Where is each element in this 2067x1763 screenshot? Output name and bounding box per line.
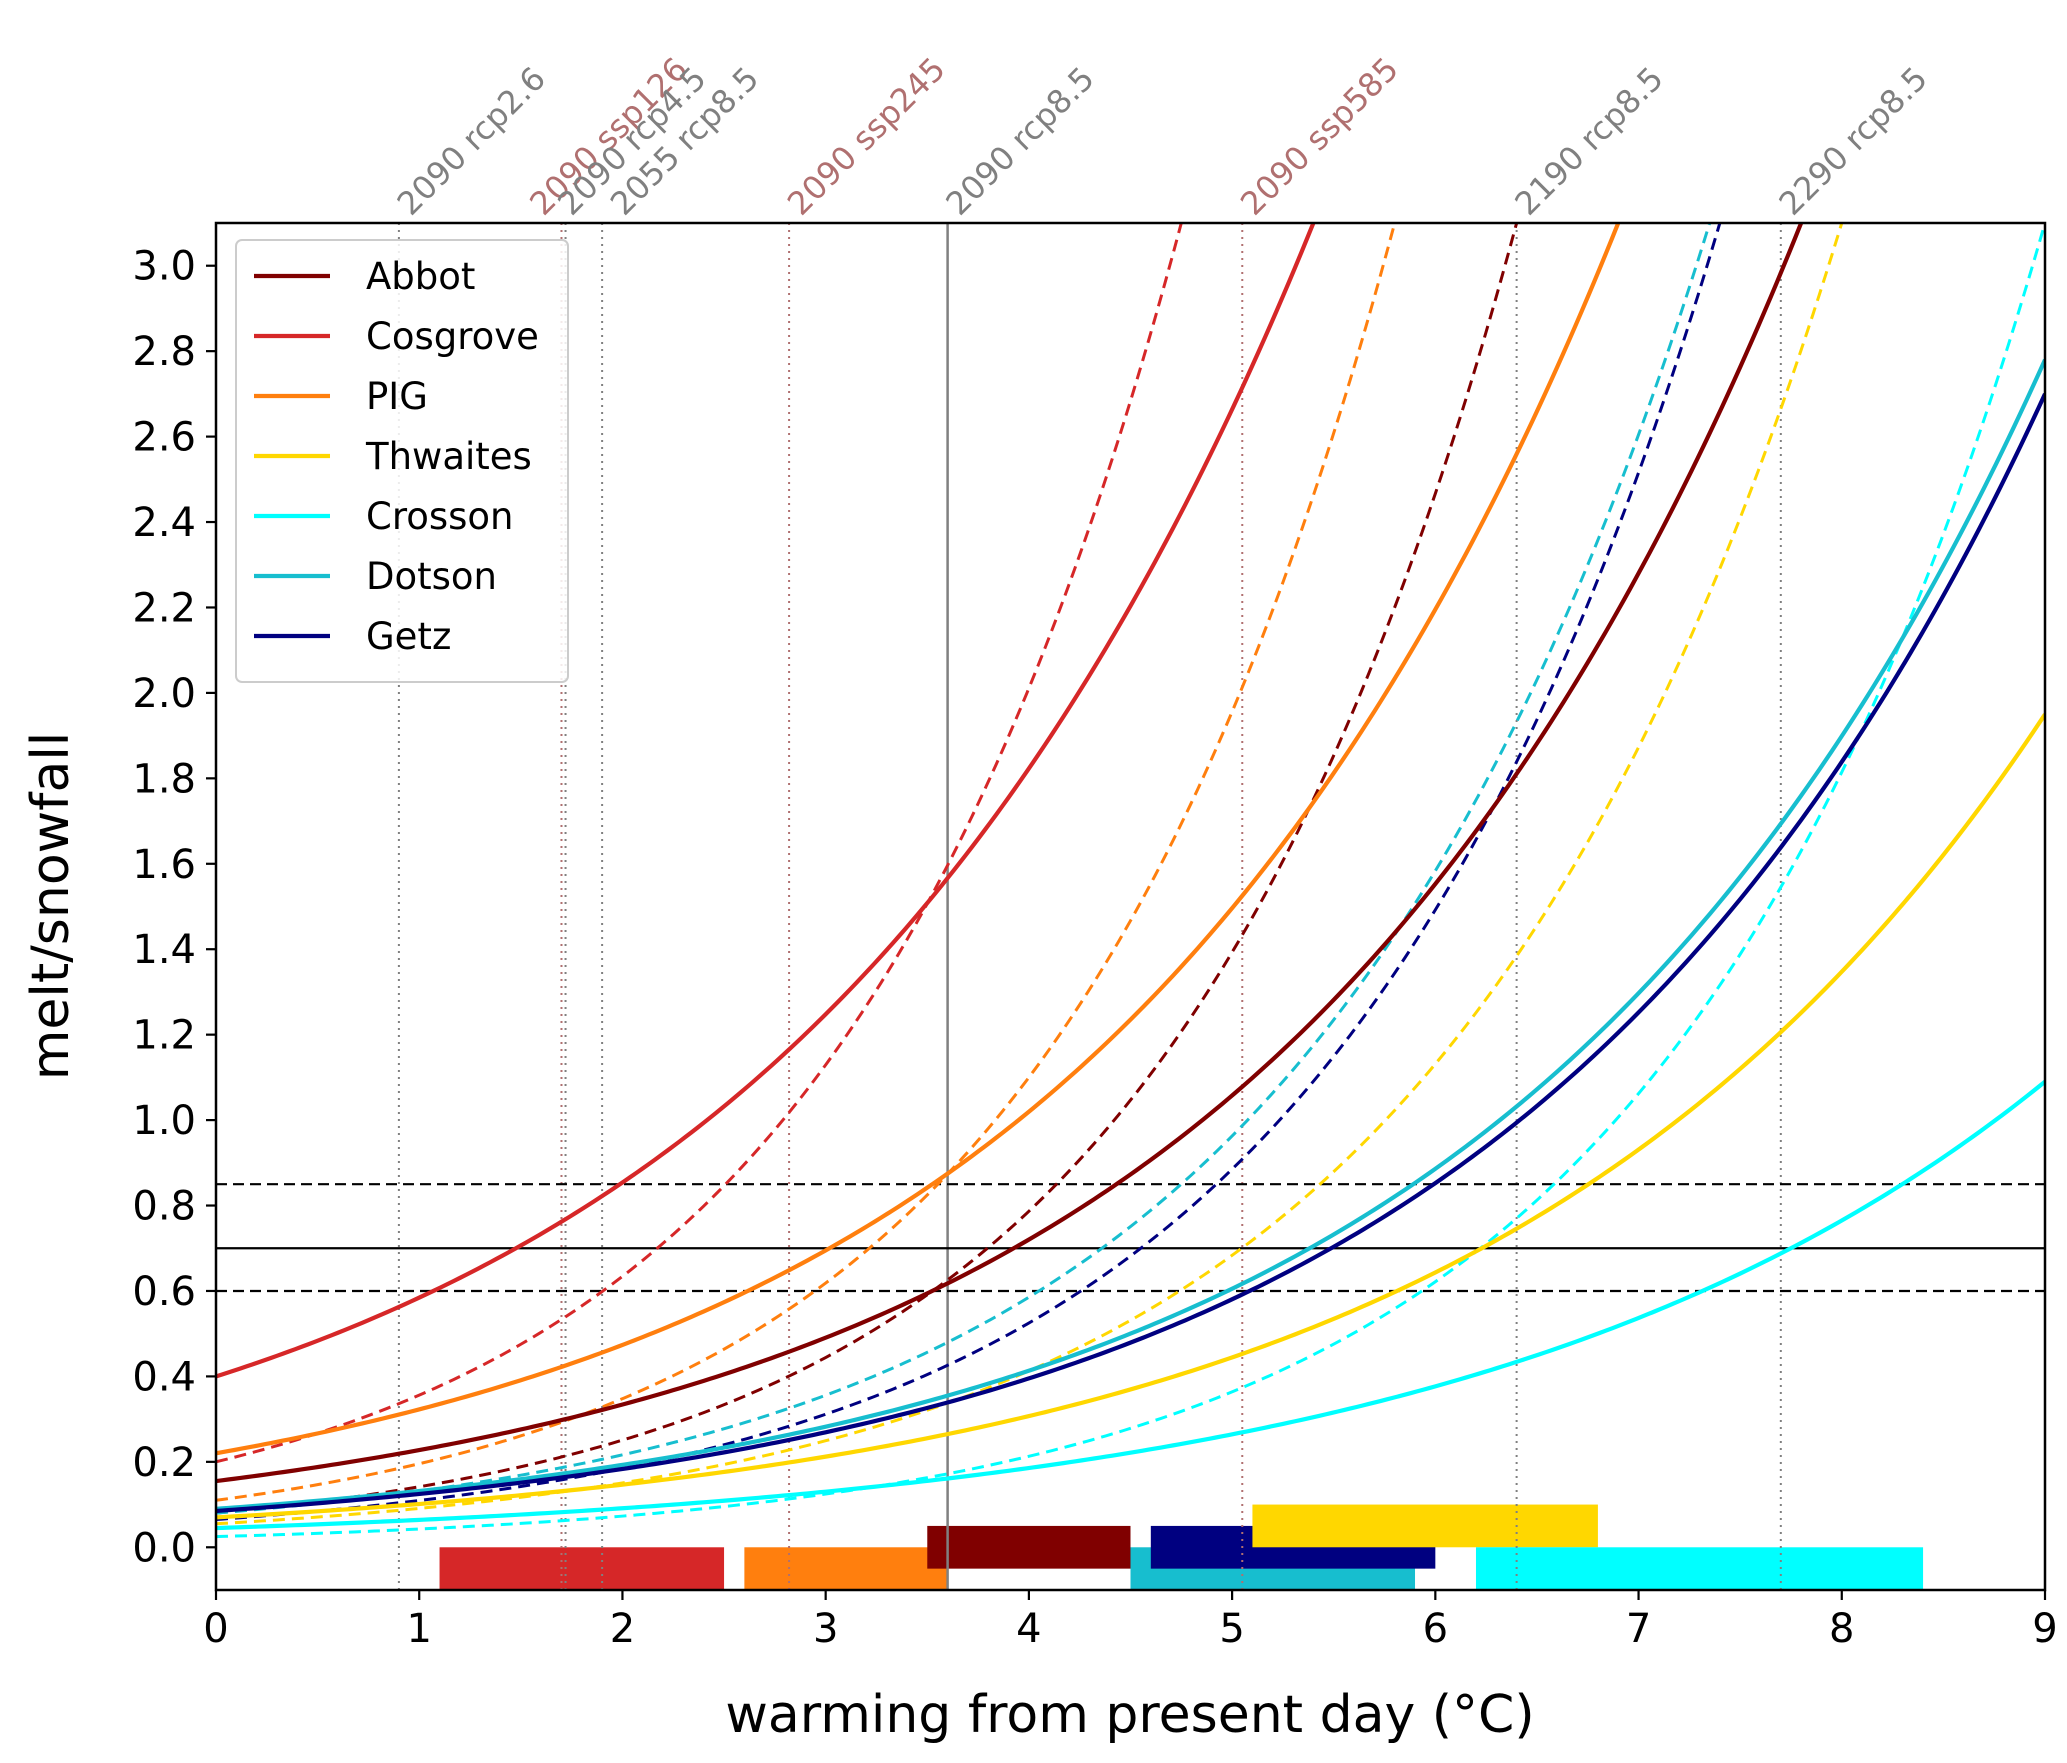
- y-tick-label: 0.8: [132, 1184, 196, 1230]
- vline-label-2290-rcp8-5: 2290 rcp8.5: [1772, 59, 1935, 222]
- x-axis-label: warming from present day (°C): [725, 1685, 1534, 1745]
- bar-pig: [744, 1547, 948, 1590]
- x-tick-label: 7: [1626, 1606, 1651, 1652]
- legend-label-getz: Getz: [366, 615, 451, 658]
- y-tick-label: 1.6: [132, 842, 196, 888]
- x-tick-label: 2: [610, 1606, 635, 1652]
- vline-label-2090-ssp585: 2090 ssp585: [1233, 50, 1406, 223]
- x-tick-label: 1: [406, 1606, 431, 1652]
- y-tick-label: 2.6: [132, 415, 196, 461]
- legend-label-abbot: Abbot: [366, 255, 475, 298]
- legend-label-crosson: Crosson: [366, 495, 514, 538]
- x-tick-label: 6: [1423, 1606, 1448, 1652]
- x-tick-label: 9: [2032, 1606, 2057, 1652]
- y-tick-label: 1.2: [132, 1013, 196, 1059]
- y-tick-label: 1.8: [132, 756, 196, 802]
- x-tick-label: 3: [813, 1606, 838, 1652]
- curve-crosson-solid: [216, 1080, 2045, 1531]
- curve-cosgrove-dashed: [216, 223, 1183, 1464]
- y-tick-label: 0.0: [132, 1525, 196, 1571]
- vertical-lines-layer: [397, 223, 1782, 1590]
- legend-box: [235, 239, 569, 683]
- axis-ticks: 0 1 2 3 4 5 6 7 8 9 0.0 0.2 0.4 0.6 0.8 1.0 1.2 1.4 1.6 1.8…: [132, 244, 2057, 1652]
- curve-pig-solid: [216, 223, 1621, 1456]
- bar-abbot: [927, 1525, 1131, 1569]
- y-tick-label: 2.8: [132, 329, 196, 375]
- legend-label-pig: PIG: [366, 375, 428, 418]
- bar-thwaites: [1252, 1504, 1598, 1548]
- legend-label-thwaites: Thwaites: [365, 435, 532, 478]
- bar-cosgrove: [439, 1547, 725, 1590]
- curve-cosgrove-solid: [216, 223, 1316, 1379]
- legend-label-cosgrove: Cosgrove: [366, 315, 539, 358]
- curve-abbot-dashed: [216, 223, 1519, 1515]
- y-tick-label: 1.0: [132, 1098, 196, 1144]
- legend: Abbot Cosgrove PIG Thwaites Crosson Dotson Get…: [235, 239, 569, 683]
- y-tick-label: 2.0: [132, 671, 196, 717]
- legend-label-dotson: Dotson: [366, 555, 497, 598]
- curve-abbot-solid: [216, 223, 1804, 1484]
- vline-label-2090-ssp245: 2090 ssp245: [780, 50, 953, 223]
- x-tick-label: 4: [1016, 1606, 1041, 1652]
- curve-getz-solid: [216, 392, 2045, 1514]
- bar-crosson: [1475, 1547, 1924, 1590]
- vline-label-2190-rcp8-5: 2190 rcp8.5: [1507, 59, 1670, 222]
- y-tick-label: 3.0: [132, 244, 196, 290]
- x-tick-label: 0: [203, 1606, 228, 1652]
- plot-frame: [214, 221, 2047, 1592]
- horizontal-lines-layer: [216, 1183, 2045, 1293]
- plot-border: [214, 221, 2047, 1592]
- y-tick-label: 1.4: [132, 927, 196, 973]
- curves-layer: [216, 223, 2045, 1539]
- y-tick-label: 0.6: [132, 1269, 196, 1315]
- curve-crosson-dashed: [216, 223, 2045, 1539]
- x-tick-label: 8: [1829, 1606, 1854, 1652]
- x-tick-label: 5: [1219, 1606, 1244, 1652]
- bars-layer: [439, 1504, 1924, 1590]
- y-tick-label: 0.2: [132, 1440, 196, 1486]
- y-tick-label: 2.2: [132, 585, 196, 631]
- vline-label-2090-rcp8-5: 2090 rcp8.5: [938, 59, 1101, 222]
- curve-thwaites-solid: [216, 713, 2045, 1520]
- y-axis-label: melt/snowfall: [21, 732, 81, 1080]
- y-tick-label: 2.4: [132, 500, 196, 546]
- curve-dotson-solid: [216, 358, 2045, 1511]
- y-tick-label: 0.4: [132, 1354, 196, 1400]
